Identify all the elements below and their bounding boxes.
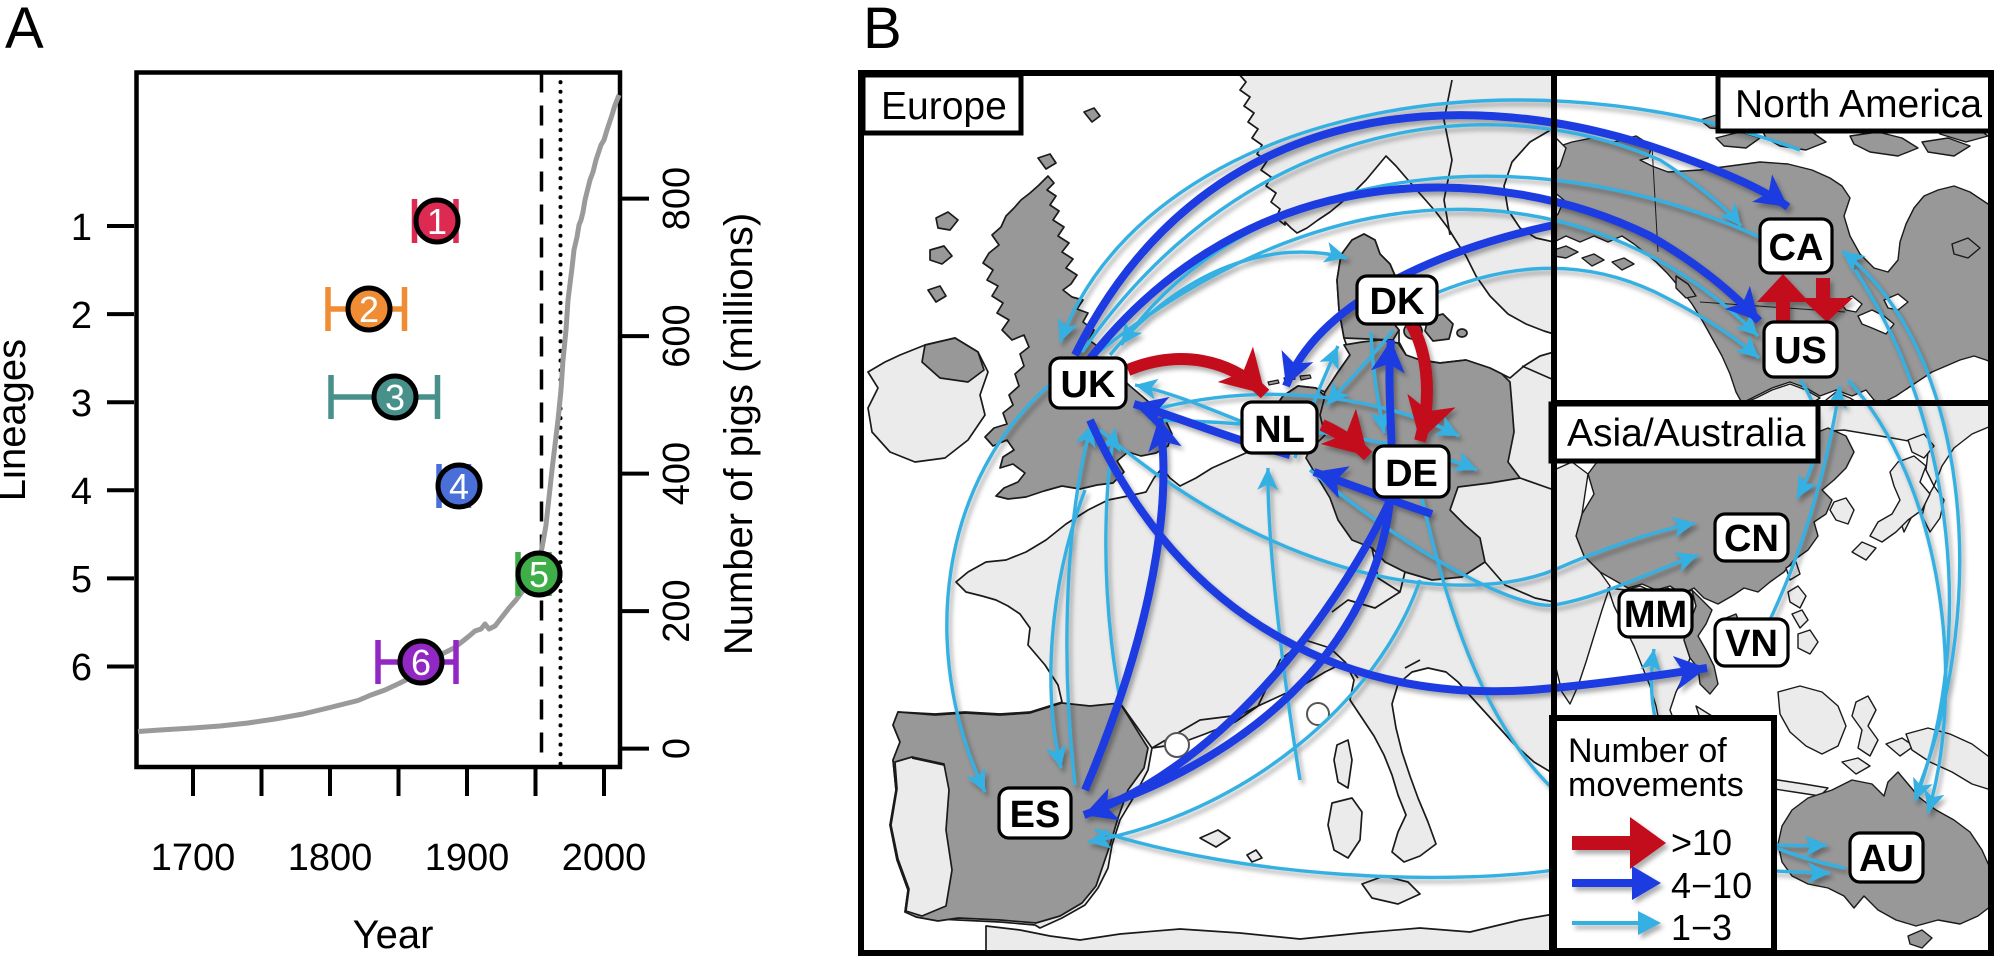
svg-text:600: 600 [656, 304, 698, 367]
svg-text:3: 3 [385, 377, 405, 418]
svg-text:4: 4 [449, 466, 469, 507]
svg-text:MM: MM [1624, 594, 1687, 636]
svg-text:0: 0 [656, 738, 698, 759]
svg-text:1800: 1800 [288, 837, 373, 879]
svg-text:CN: CN [1724, 518, 1779, 560]
svg-text:ES: ES [1010, 794, 1061, 836]
svg-text:DE: DE [1385, 453, 1438, 495]
svg-text:North America: North America [1735, 83, 1982, 126]
svg-text:2000: 2000 [562, 837, 647, 879]
svg-text:VN: VN [1725, 623, 1778, 665]
svg-text:1700: 1700 [151, 837, 236, 879]
svg-text:NL: NL [1254, 409, 1305, 451]
svg-text:2: 2 [71, 295, 92, 337]
svg-text:3: 3 [71, 383, 92, 425]
svg-text:>10: >10 [1671, 822, 1732, 863]
svg-text:UK: UK [1061, 364, 1116, 406]
svg-text:CA: CA [1769, 227, 1824, 269]
svg-text:DK: DK [1370, 281, 1425, 323]
svg-text:Year: Year [353, 913, 434, 957]
svg-text:6: 6 [71, 647, 92, 689]
svg-text:movements: movements [1568, 766, 1744, 804]
svg-text:4−10: 4−10 [1671, 865, 1752, 906]
svg-text:1−3: 1−3 [1671, 907, 1732, 948]
svg-text:Lineages: Lineages [0, 339, 34, 501]
svg-text:200: 200 [656, 579, 698, 642]
svg-text:5: 5 [529, 554, 549, 595]
svg-text:5: 5 [71, 559, 92, 601]
svg-text:400: 400 [656, 442, 698, 505]
svg-text:Asia/Australia: Asia/Australia [1567, 412, 1806, 455]
svg-text:4: 4 [71, 471, 92, 513]
svg-text:2: 2 [359, 289, 379, 330]
svg-text:B: B [863, 0, 902, 61]
svg-text:6: 6 [411, 642, 431, 683]
svg-text:800: 800 [656, 167, 698, 230]
svg-text:US: US [1774, 330, 1827, 372]
svg-text:Number of pigs (millions): Number of pigs (millions) [717, 213, 761, 655]
svg-text:Number of: Number of [1568, 732, 1727, 770]
svg-text:AU: AU [1859, 838, 1914, 880]
svg-text:1: 1 [71, 207, 92, 249]
svg-text:A: A [5, 0, 44, 61]
svg-text:1: 1 [427, 201, 447, 242]
svg-text:1900: 1900 [425, 837, 510, 879]
svg-text:Europe: Europe [881, 85, 1007, 128]
